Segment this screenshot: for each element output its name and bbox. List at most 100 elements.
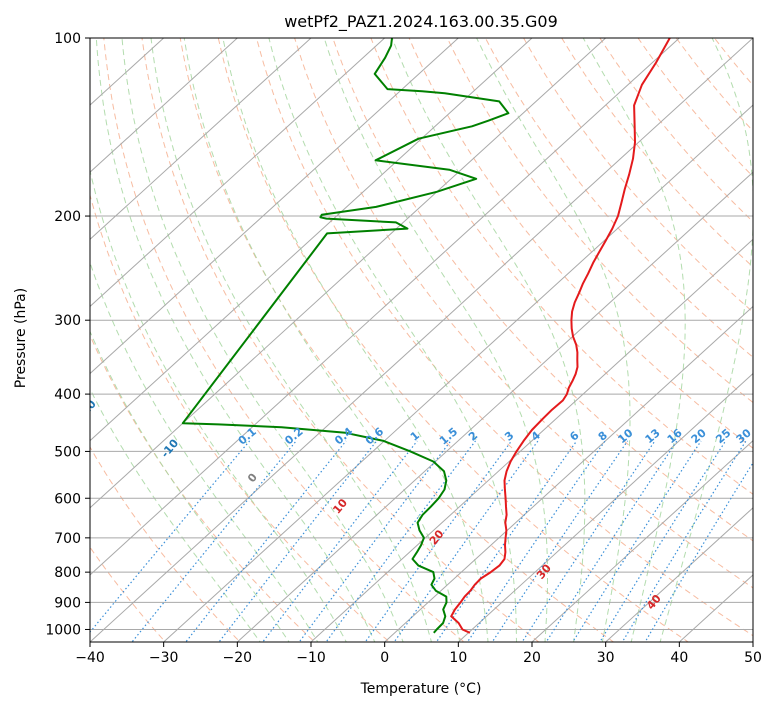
mixing-ratio-line (262, 440, 418, 642)
mixing-ratio-line (131, 440, 297, 642)
dry-adiabat-line (90, 334, 316, 642)
mixing-ratio-label: 16 (665, 426, 685, 446)
mixing-ratio-line (393, 440, 539, 642)
isotherm-line (90, 38, 312, 241)
dry-adiabat-label: -10 (158, 436, 181, 460)
isotherm-line (457, 372, 753, 642)
x-axis-label: Temperature (°C) (360, 681, 482, 697)
y-tick-label: 200 (54, 209, 81, 225)
isotherm-line (90, 38, 681, 576)
x-tick-label: 50 (744, 650, 762, 666)
dry-adiabat-line (408, 38, 753, 449)
isotherm-line (531, 439, 753, 642)
mixing-ratio-line (466, 440, 606, 642)
x-tick-label: −20 (223, 650, 253, 666)
mixing-ratio-label: 1 (408, 429, 422, 444)
mixing-ratio-line (325, 440, 476, 642)
isotherm-line (90, 38, 533, 442)
dry-adiabat-label: 10 (330, 496, 350, 516)
moist-adiabat-line (121, 38, 404, 642)
plot-frame (89, 37, 754, 643)
chart-title: wetPf2_PAZ1.2024.163.00.35.G09 (284, 12, 558, 32)
mixing-ratio-label: 36 (754, 426, 774, 446)
y-tick-label: 300 (54, 313, 81, 329)
y-tick-label: 1000 (45, 622, 81, 638)
x-tick-label: −10 (296, 650, 326, 666)
dry-adiabat-label: 40 (644, 592, 664, 612)
dry-adiabat-line (768, 11, 775, 654)
temperature-profile-line (450, 38, 671, 634)
mixing-ratio-label: 25 (713, 426, 733, 446)
mixing-ratio-line (644, 461, 753, 642)
dry-adiabat-line (484, 38, 753, 358)
x-tick-label: 20 (523, 650, 541, 666)
mixing-ratio-line (298, 440, 452, 642)
isotherm-line (752, 641, 753, 642)
mixing-ratio-line (521, 440, 656, 642)
y-tick-label: 500 (54, 444, 81, 460)
dry-adiabat-line (599, 38, 753, 223)
dry-adiabat-label: -20 (76, 397, 99, 421)
dry-adiabat-line (141, 38, 540, 642)
isotherm-line (604, 507, 753, 642)
dry-adiabat-line (332, 38, 753, 542)
mixing-ratio-label: 0.1 (236, 425, 259, 447)
x-tick-label: 30 (597, 650, 615, 666)
isotherm-line (236, 171, 753, 642)
mixing-ratio-line (90, 440, 251, 633)
mixing-ratio-line (572, 440, 702, 642)
moist-adiabat-line (90, 330, 290, 642)
x-tick-label: 40 (670, 650, 688, 666)
dry-adiabat-line (103, 38, 465, 642)
background-lines (90, 11, 775, 654)
dewpoint-profile-line (181, 38, 510, 634)
x-tick-label: −30 (149, 650, 179, 666)
isotherm-line (90, 38, 753, 642)
mixing-ratio-line (621, 440, 747, 642)
y-tick-label: 700 (54, 531, 81, 547)
mixing-ratio-line (364, 440, 512, 642)
mixing-ratio-line (185, 440, 347, 642)
x-tick-label: 0 (380, 650, 389, 666)
moist-adiabat-line (90, 387, 261, 642)
mixing-ratio-label: 0.6 (363, 425, 387, 448)
x-axis-ticks: −40 −30 −20 −10 0 10 20 30 40 50 (75, 642, 762, 666)
dry-adiabat-label: 20 (427, 527, 447, 547)
isopleth-labels: 0.10.20.40.611.52346810131620253036-100-… (76, 397, 774, 612)
moist-adiabat-line (90, 168, 347, 642)
moist-adiabat-line (268, 38, 517, 642)
x-tick-label: 10 (449, 650, 467, 666)
dry-adiabat-line (713, 38, 753, 86)
isotherm-line (90, 38, 239, 173)
mixing-ratio-line (599, 440, 727, 642)
isotherm-line (90, 38, 607, 509)
dry-adiabat-line (675, 38, 753, 132)
y-tick-label: 600 (54, 491, 81, 507)
isotherm-line (162, 104, 753, 642)
mixing-ratio-label: 0.4 (332, 425, 356, 448)
moist-adiabat-line (476, 38, 631, 642)
y-tick-label: 400 (54, 387, 81, 403)
y-tick-label: 800 (54, 565, 81, 581)
mixing-ratio-label: 2 (466, 429, 480, 444)
mixing-ratio-label: 8 (596, 429, 610, 444)
y-tick-label: 900 (54, 595, 81, 611)
moist-adiabat-line (183, 38, 461, 642)
dry-adiabat-label: 0 (245, 471, 260, 485)
dry-adiabat-line (523, 38, 753, 313)
y-axis-label: Pressure (hPa) (13, 288, 29, 388)
moist-adiabat-line (323, 38, 548, 642)
y-axis-ticks: 100 200 300 400 500 600 700 800 900 1000 (45, 31, 90, 638)
moist-adiabat-line (391, 38, 586, 642)
isotherm-line (310, 238, 753, 642)
dry-adiabat-label: 30 (534, 561, 554, 581)
x-tick-label: −40 (75, 650, 105, 666)
mixing-ratio-line (545, 440, 678, 642)
dry-adiabat-line (90, 446, 241, 642)
y-tick-label: 100 (54, 31, 81, 47)
mixing-ratio-line (218, 440, 378, 642)
isotherm-line (90, 38, 386, 308)
dry-adiabat-line (90, 193, 391, 642)
profile-series (181, 38, 671, 634)
